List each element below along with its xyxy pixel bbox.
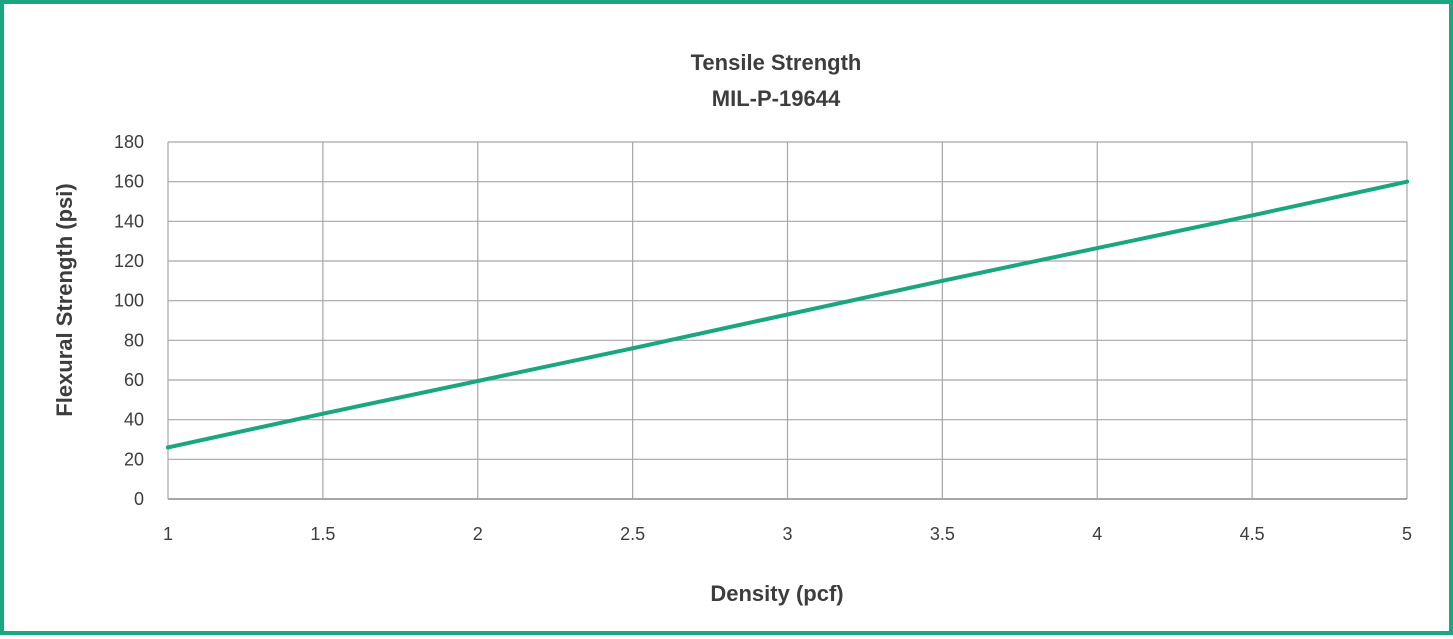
series-layer (166, 179, 1409, 450)
data-point (785, 312, 790, 317)
y-tick-label: 40 (124, 410, 144, 430)
y-tick-label: 120 (114, 251, 144, 271)
x-tick-label: 3.5 (930, 524, 955, 544)
data-point (475, 378, 480, 383)
x-tick-label: 2 (473, 524, 483, 544)
x-axis-title: Density (pcf) (710, 581, 843, 606)
y-tick-label: 100 (114, 291, 144, 311)
x-tick-label: 4.5 (1240, 524, 1265, 544)
data-point (1250, 213, 1255, 218)
data-point (630, 346, 635, 351)
data-point (940, 278, 945, 283)
chart-subtitle: MIL-P-19644 (712, 86, 841, 111)
data-point (320, 411, 325, 416)
data-point (1405, 179, 1409, 184)
x-tick-label: 1 (163, 524, 173, 544)
x-tick-label: 4 (1092, 524, 1102, 544)
y-tick-label: 180 (114, 132, 144, 152)
y-tick-label: 20 (124, 449, 144, 469)
tick-labels: 0 20 40 60 80 100 120 140 160 180 1 1.5 2 2.5 3 3.5 4 4.5… (114, 132, 1412, 544)
data-point (166, 445, 170, 450)
chart-title: Tensile Strength (691, 50, 862, 75)
y-tick-label: 60 (124, 370, 144, 390)
y-tick-label: 140 (114, 211, 144, 231)
x-tick-label: 1.5 (310, 524, 335, 544)
x-tick-label: 2.5 (620, 524, 645, 544)
grid (167, 141, 1408, 500)
x-tick-label: 3 (782, 524, 792, 544)
data-point (1095, 246, 1100, 251)
y-tick-label: 80 (124, 330, 144, 350)
x-tick-label: 5 (1402, 524, 1412, 544)
chart: Tensile Strength MIL-P-19644 0 20 40 60 80 10… (52, 50, 1412, 606)
y-axis-title: Flexural Strength (psi) (52, 183, 77, 416)
y-tick-label: 0 (134, 489, 144, 509)
y-tick-label: 160 (114, 172, 144, 192)
